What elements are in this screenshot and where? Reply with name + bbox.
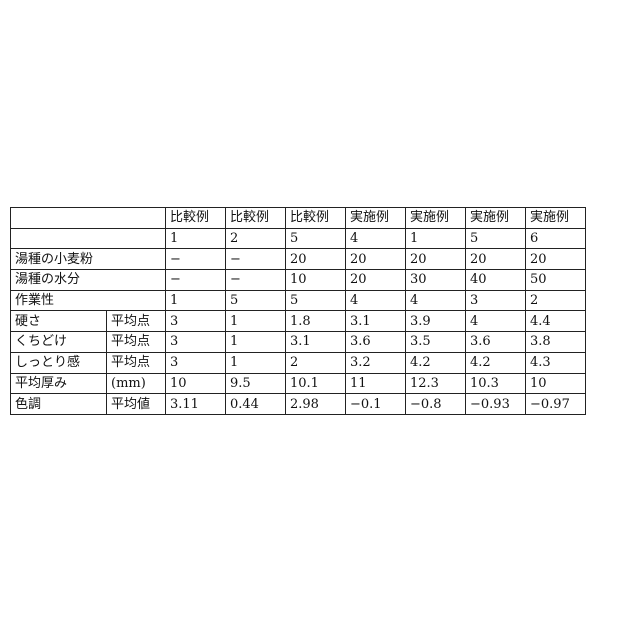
- example-number: 1: [166, 228, 226, 249]
- row-unit: 平均点: [107, 332, 166, 353]
- value-cell: 20: [346, 249, 406, 270]
- value-cell: 40: [466, 270, 526, 291]
- value-cell: 5: [286, 290, 346, 311]
- column-header: 比較例: [166, 208, 226, 229]
- value-cell: 3.11: [166, 394, 226, 415]
- header-row: 比較例比較例比較例実施例実施例実施例実施例: [11, 208, 586, 229]
- value-cell: 2.98: [286, 394, 346, 415]
- example-number: 4: [346, 228, 406, 249]
- value-cell: −0.93: [466, 394, 526, 415]
- value-cell: 3.1: [286, 332, 346, 353]
- value-cell: 10.3: [466, 373, 526, 394]
- corner-cell: [11, 208, 166, 229]
- row-label: 湯種の小麦粉: [11, 249, 166, 270]
- row-label: 色調: [11, 394, 107, 415]
- row-unit: 平均値: [107, 394, 166, 415]
- value-cell: 10: [526, 373, 586, 394]
- column-header: 実施例: [526, 208, 586, 229]
- value-cell: −: [166, 270, 226, 291]
- value-cell: 10: [286, 270, 346, 291]
- row-label: 湯種の水分: [11, 270, 166, 291]
- value-cell: 4.2: [406, 352, 466, 373]
- value-cell: 3: [166, 332, 226, 353]
- value-cell: 1: [226, 311, 286, 332]
- column-header: 比較例: [286, 208, 346, 229]
- table-row: 色調平均値3.110.442.98−0.1−0.8−0.93−0.97: [11, 394, 586, 415]
- value-cell: 3.1: [346, 311, 406, 332]
- value-cell: 20: [346, 270, 406, 291]
- value-cell: 1.8: [286, 311, 346, 332]
- column-header: 実施例: [346, 208, 406, 229]
- value-cell: 20: [286, 249, 346, 270]
- column-header: 実施例: [466, 208, 526, 229]
- row-unit: 平均点: [107, 311, 166, 332]
- value-cell: 3: [166, 352, 226, 373]
- value-cell: 0.44: [226, 394, 286, 415]
- row-unit: 平均点: [107, 352, 166, 373]
- value-cell: 20: [466, 249, 526, 270]
- row-label: 硬さ: [11, 311, 107, 332]
- value-cell: 20: [526, 249, 586, 270]
- row-unit: (mm): [107, 373, 166, 394]
- value-cell: 50: [526, 270, 586, 291]
- example-number: 5: [466, 228, 526, 249]
- value-cell: 10.1: [286, 373, 346, 394]
- value-cell: 10: [166, 373, 226, 394]
- table-row: しっとり感平均点3123.24.24.24.3: [11, 352, 586, 373]
- table-row: 平均厚み(mm)109.510.11112.310.310: [11, 373, 586, 394]
- value-cell: 3.2: [346, 352, 406, 373]
- table-row: 湯種の小麦粉−−2020202020: [11, 249, 586, 270]
- value-cell: −: [166, 249, 226, 270]
- value-cell: 5: [226, 290, 286, 311]
- value-cell: 3.6: [466, 332, 526, 353]
- value-cell: −0.8: [406, 394, 466, 415]
- value-cell: 3.9: [406, 311, 466, 332]
- value-cell: 4.3: [526, 352, 586, 373]
- value-cell: 20: [406, 249, 466, 270]
- corner-cell: [11, 228, 166, 249]
- value-cell: 12.3: [406, 373, 466, 394]
- column-header: 実施例: [406, 208, 466, 229]
- example-number: 1: [406, 228, 466, 249]
- value-cell: −: [226, 249, 286, 270]
- column-header: 比較例: [226, 208, 286, 229]
- value-cell: 9.5: [226, 373, 286, 394]
- table-row: くちどけ平均点313.13.63.53.63.8: [11, 332, 586, 353]
- example-number: 2: [226, 228, 286, 249]
- row-label: しっとり感: [11, 352, 107, 373]
- row-label: 作業性: [11, 290, 166, 311]
- value-cell: 2: [526, 290, 586, 311]
- table-row: 硬さ平均点311.83.13.944.4: [11, 311, 586, 332]
- results-table: 比較例比較例比較例実施例実施例実施例実施例1254156湯種の小麦粉−−2020…: [10, 207, 586, 415]
- value-cell: 4: [406, 290, 466, 311]
- value-cell: 3.6: [346, 332, 406, 353]
- row-label: くちどけ: [11, 332, 107, 353]
- value-cell: 4: [346, 290, 406, 311]
- value-cell: 2: [286, 352, 346, 373]
- example-number-row: 1254156: [11, 228, 586, 249]
- table-row: 作業性1554432: [11, 290, 586, 311]
- value-cell: 3.5: [406, 332, 466, 353]
- value-cell: 4: [466, 311, 526, 332]
- value-cell: −: [226, 270, 286, 291]
- value-cell: 1: [226, 332, 286, 353]
- value-cell: −0.1: [346, 394, 406, 415]
- value-cell: 3: [466, 290, 526, 311]
- example-number: 6: [526, 228, 586, 249]
- example-number: 5: [286, 228, 346, 249]
- table-row: 湯種の水分−−1020304050: [11, 270, 586, 291]
- value-cell: 11: [346, 373, 406, 394]
- value-cell: 1: [166, 290, 226, 311]
- value-cell: 3.8: [526, 332, 586, 353]
- value-cell: −0.97: [526, 394, 586, 415]
- value-cell: 4.4: [526, 311, 586, 332]
- value-cell: 3: [166, 311, 226, 332]
- value-cell: 30: [406, 270, 466, 291]
- value-cell: 4.2: [466, 352, 526, 373]
- row-label: 平均厚み: [11, 373, 107, 394]
- value-cell: 1: [226, 352, 286, 373]
